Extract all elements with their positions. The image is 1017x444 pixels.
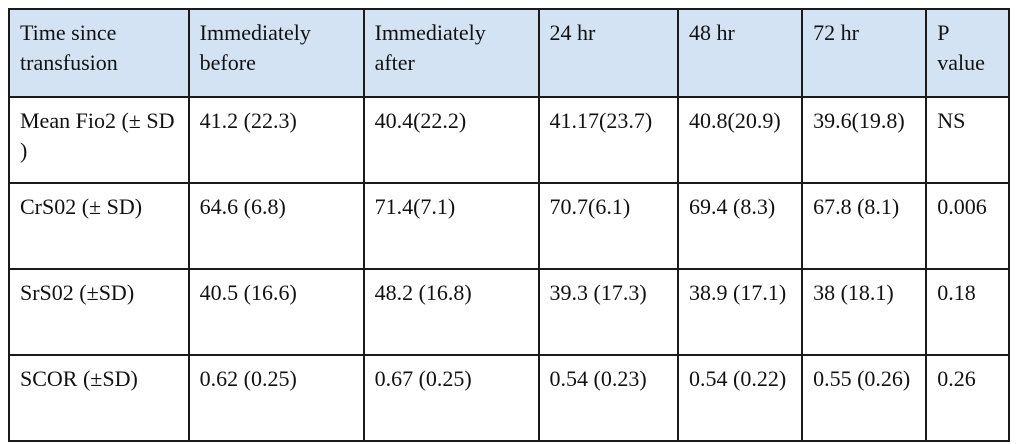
header-time-since-transfusion: Time since transfusion [8,8,190,98]
p-value-cell: 0.006 [925,182,1010,270]
table-cell: 48.2 (16.8) [362,268,540,356]
table-cell: 67.8 (8.1) [801,182,928,270]
table-cell: 64.6 (6.8) [187,182,365,270]
header-48-hr: 48 hr [676,8,804,98]
table-cell: 39.3 (17.3) [537,268,680,356]
table-cell: 0.55 (0.26) [801,354,928,442]
table-cell: 69.4 (8.3) [676,182,804,270]
table-row: Mean Fio2 (± SD ) 41.2 (22.3) 40.4(22.2)… [8,96,1010,184]
header-p-value: P value [925,8,1010,98]
table-cell: 40.8(20.9) [676,96,804,184]
row-label: CrS02 (± SD) [8,182,190,270]
table-cell: 0.67 (0.25) [362,354,540,442]
header-immediately-before: Immediately before [187,8,365,98]
table-cell: 71.4(7.1) [362,182,540,270]
row-label: SCOR (±SD) [8,354,190,442]
table-cell: 38.9 (17.1) [676,268,804,356]
row-label: Mean Fio2 (± SD ) [8,96,190,184]
header-72-hr: 72 hr [801,8,928,98]
header-row: Time since transfusion Immediately befor… [8,8,1010,98]
table-cell: 38 (18.1) [801,268,928,356]
table-cell: 0.54 (0.23) [537,354,680,442]
table-row: SCOR (±SD) 0.62 (0.25) 0.67 (0.25) 0.54 … [8,354,1010,442]
data-table: Time since transfusion Immediately befor… [8,8,1010,442]
table-cell: 40.5 (16.6) [187,268,365,356]
table-row: CrS02 (± SD) 64.6 (6.8) 71.4(7.1) 70.7(6… [8,182,1010,270]
table-cell: 41.17(23.7) [537,96,680,184]
table-row: SrS02 (±SD) 40.5 (16.6) 48.2 (16.8) 39.3… [8,268,1010,356]
table-cell: 70.7(6.1) [537,182,680,270]
table-cell: 0.62 (0.25) [187,354,365,442]
p-value-cell: 0.26 [925,354,1010,442]
header-24-hr: 24 hr [537,8,680,98]
table-cell: 41.2 (22.3) [187,96,365,184]
table-cell: 40.4(22.2) [362,96,540,184]
row-label: SrS02 (±SD) [8,268,190,356]
table-cell: 39.6(19.8) [801,96,928,184]
header-immediately-after: Immediately after [362,8,540,98]
p-value-cell: 0.18 [925,268,1010,356]
p-value-cell: NS [925,96,1010,184]
table-cell: 0.54 (0.22) [676,354,804,442]
